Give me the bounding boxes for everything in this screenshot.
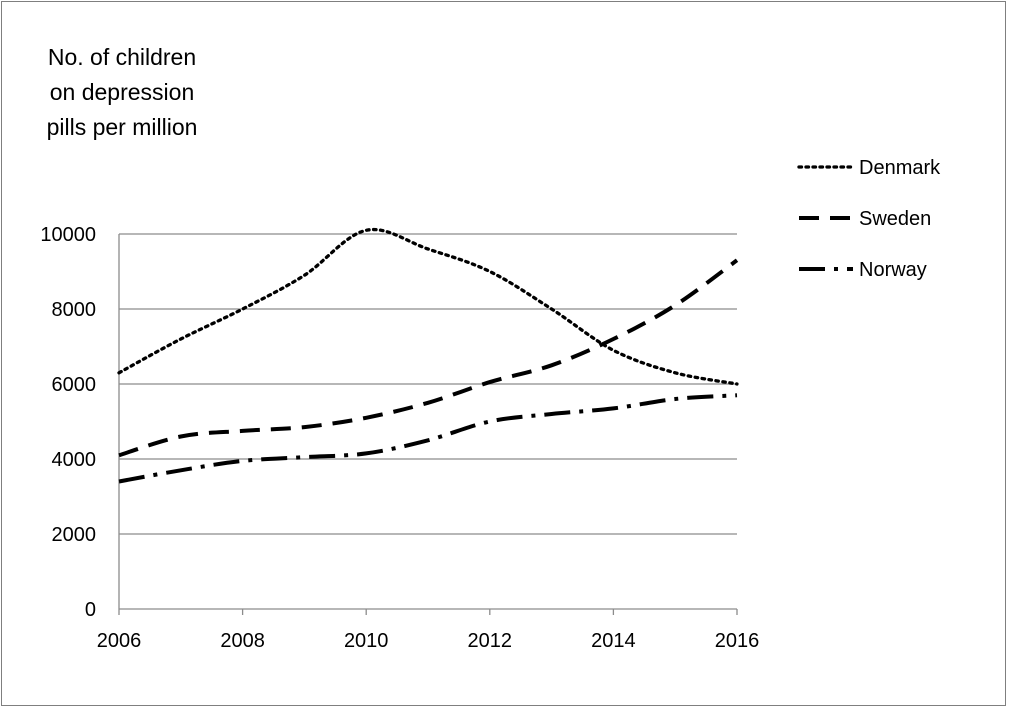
x-tick-label-2010: 2010 <box>344 630 389 652</box>
y-tick-label-10000: 10000 <box>40 224 96 246</box>
series-line-norway <box>118 393 738 484</box>
y-axis-label-line-3: pills per million <box>46 114 198 140</box>
y-tick-label-6000: 6000 <box>52 374 97 396</box>
y-tick-label-8000: 8000 <box>52 299 97 321</box>
x-tick-label-2008: 2008 <box>220 630 265 652</box>
x-tick-label-2012: 2012 <box>468 630 513 652</box>
y-axis-label-line-2: on depression <box>49 79 195 105</box>
x-tick-label-2006: 2006 <box>97 630 142 652</box>
series-line-denmark <box>117 227 739 386</box>
y-axis-label-line-1: No. of children <box>47 44 197 70</box>
x-tick-label-2016: 2016 <box>715 630 760 652</box>
legend-label-denmark: Denmark <box>859 157 941 179</box>
y-axis-label: No. of children on depression pills per … <box>22 40 222 145</box>
y-tick-label-0: 0 <box>85 599 96 621</box>
y-tick-label-4000: 4000 <box>52 449 97 471</box>
x-tick-label-2014: 2014 <box>591 630 636 652</box>
series-line-sweden <box>118 258 739 458</box>
legend-label-norway: Norway <box>859 259 927 281</box>
legend-label-sweden: Sweden <box>859 208 931 230</box>
y-tick-label-2000: 2000 <box>52 524 97 546</box>
